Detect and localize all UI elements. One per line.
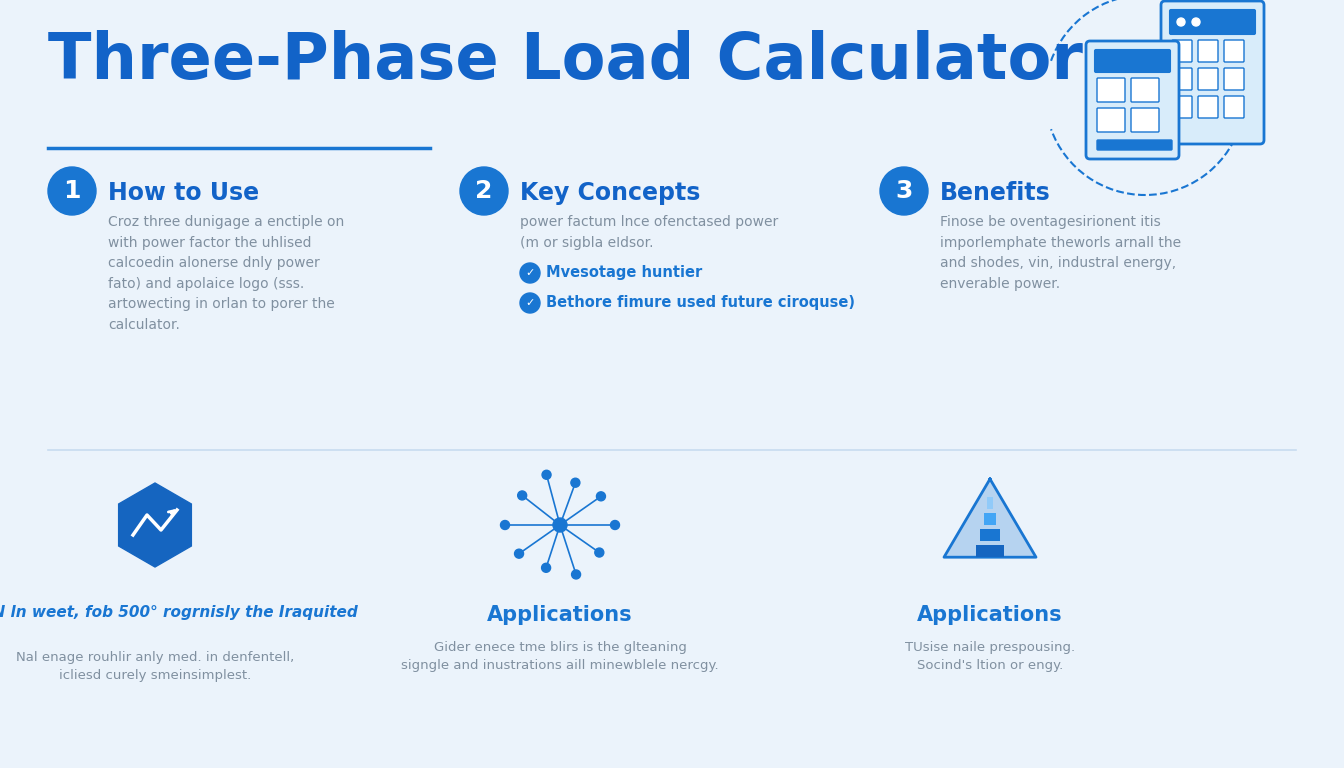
Circle shape [520,263,540,283]
FancyBboxPatch shape [980,529,1000,541]
FancyBboxPatch shape [1161,1,1263,144]
Text: power factum lnce ofenctased power
(m or sigbla eIdsor.: power factum lnce ofenctased power (m or… [520,215,778,250]
FancyBboxPatch shape [1198,68,1218,90]
FancyBboxPatch shape [1172,40,1192,62]
Text: 1: 1 [63,179,81,203]
Circle shape [517,491,527,500]
Text: Applications: Applications [917,605,1063,625]
FancyBboxPatch shape [1224,40,1245,62]
Circle shape [542,470,551,479]
Text: Croz three dunigage a enctiple on
with power factor the uhlised
calcoedin aloner: Croz three dunigage a enctiple on with p… [108,215,344,332]
FancyBboxPatch shape [1095,50,1171,72]
Text: How to Use: How to Use [108,181,259,205]
FancyBboxPatch shape [1086,41,1179,159]
FancyBboxPatch shape [1224,68,1245,90]
FancyBboxPatch shape [1171,10,1255,34]
Text: Mvesotage huntier: Mvesotage huntier [546,266,703,280]
Text: Bethore fimure used future ciroquse): Bethore fimure used future ciroquse) [546,296,855,310]
FancyBboxPatch shape [1097,140,1172,150]
Text: AIt DN ln weet, fob 500° rogrnisly the Iraquited: AIt DN ln weet, fob 500° rogrnisly the I… [0,605,359,620]
Text: TUsise naile prespousing.
Socind's ltion or engy.: TUsise naile prespousing. Socind's ltion… [905,641,1075,672]
Circle shape [597,492,605,501]
FancyBboxPatch shape [984,513,996,525]
Text: ✓: ✓ [526,298,535,308]
Text: Gider enece tme blirs is the glteaning
signgle and inustrations aill minewblele : Gider enece tme blirs is the glteaning s… [402,641,719,672]
FancyBboxPatch shape [1198,96,1218,118]
Text: Finose be oventagesirionent itis
imporlemphate theworls arnall the
and shodes, v: Finose be oventagesirionent itis imporle… [939,215,1181,291]
Circle shape [542,563,551,572]
Text: Three-Phase Load Calculator: Three-Phase Load Calculator [48,30,1083,92]
Circle shape [1177,18,1185,26]
FancyBboxPatch shape [1097,78,1125,102]
Circle shape [515,549,524,558]
FancyBboxPatch shape [1224,96,1245,118]
FancyBboxPatch shape [1132,108,1159,132]
Circle shape [552,518,567,532]
Circle shape [880,167,927,215]
Circle shape [571,570,581,579]
FancyBboxPatch shape [1172,68,1192,90]
FancyBboxPatch shape [1097,108,1125,132]
Circle shape [48,167,95,215]
Polygon shape [943,479,1036,558]
FancyBboxPatch shape [1198,40,1218,62]
Circle shape [571,478,579,487]
FancyBboxPatch shape [1132,78,1159,102]
Circle shape [1192,18,1200,26]
FancyBboxPatch shape [976,545,1004,557]
FancyBboxPatch shape [986,497,993,509]
Polygon shape [118,483,191,567]
Circle shape [460,167,508,215]
Text: 2: 2 [476,179,493,203]
Circle shape [520,293,540,313]
Text: Benefits: Benefits [939,181,1051,205]
Circle shape [610,521,620,529]
Text: Applications: Applications [487,605,633,625]
Circle shape [595,548,603,557]
Text: 3: 3 [895,179,913,203]
Text: ✓: ✓ [526,268,535,278]
Text: Nal enage rouhlir anly med. in denfentell,
icliesd curely smeinsimplest.: Nal enage rouhlir anly med. in denfentel… [16,651,294,682]
FancyBboxPatch shape [1172,96,1192,118]
Circle shape [500,521,509,529]
Text: Key Concepts: Key Concepts [520,181,700,205]
